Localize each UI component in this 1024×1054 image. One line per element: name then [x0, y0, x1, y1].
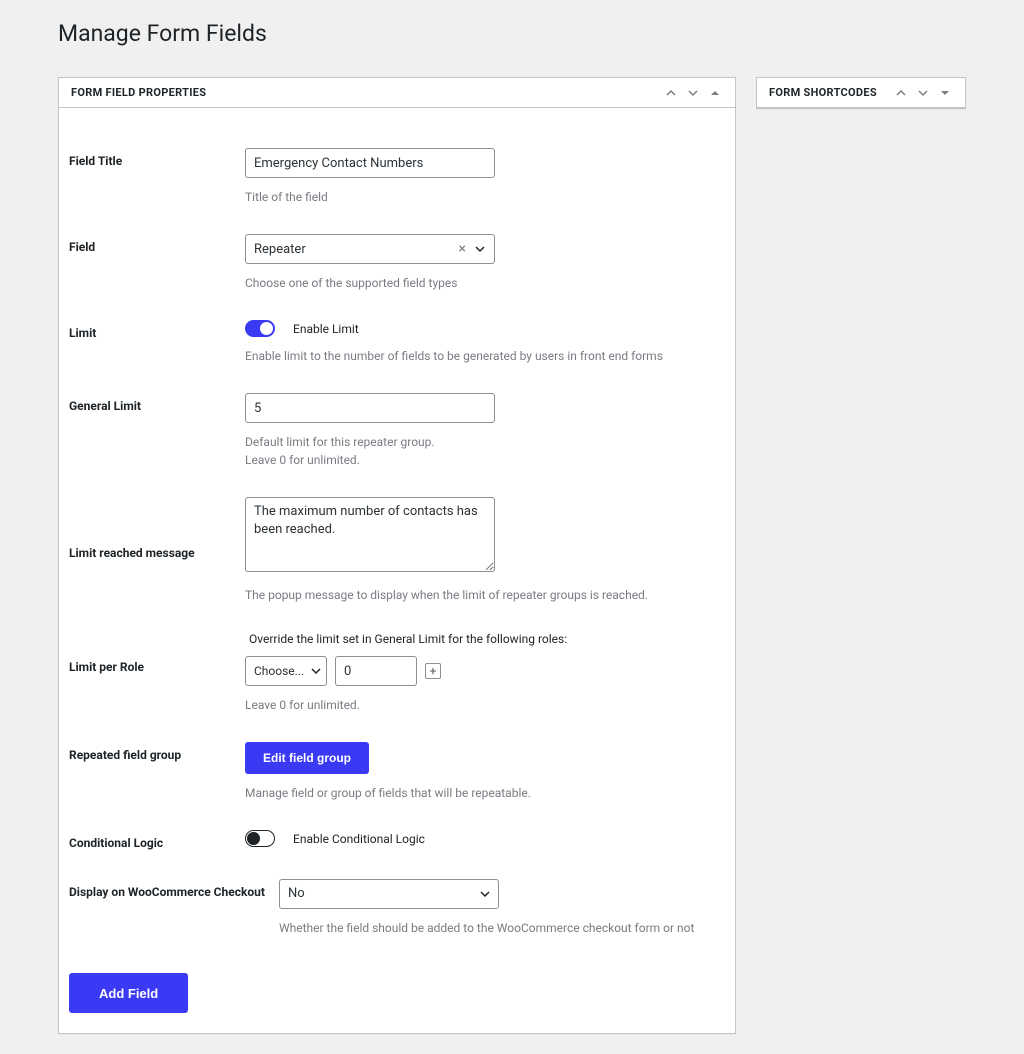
conditional-logic-toggle[interactable]	[245, 830, 275, 847]
enable-limit-toggle[interactable]	[245, 320, 275, 337]
panel-header: FORM FIELD PROPERTIES	[59, 78, 735, 108]
override-roles-label: Override the limit set in General Limit …	[249, 632, 725, 646]
shortcodes-panel-header: FORM SHORTCODES	[757, 78, 965, 108]
field-type-value: Repeater	[254, 242, 451, 257]
limit-label: Limit	[69, 326, 96, 340]
field-title-label: Field Title	[69, 154, 122, 168]
general-limit-helper: Default limit for this repeater group. L…	[245, 433, 725, 469]
field-type-helper: Choose one of the supported field types	[245, 274, 725, 292]
form-shortcodes-panel: FORM SHORTCODES	[756, 77, 966, 109]
repeated-group-helper: Manage field or group of fields that wil…	[245, 784, 725, 802]
expand-icon[interactable]	[937, 85, 953, 101]
move-down-icon[interactable]	[685, 85, 701, 101]
woo-display-helper: Whether the field should be added to the…	[279, 919, 725, 937]
add-field-button[interactable]: Add Field	[69, 973, 188, 1013]
page-title: Manage Form Fields	[58, 20, 966, 47]
general-limit-input[interactable]	[245, 393, 495, 423]
enable-limit-label: Enable Limit	[293, 322, 359, 336]
field-type-select[interactable]: Repeater ×	[245, 234, 495, 264]
role-select[interactable]: Choose...	[245, 656, 327, 686]
edit-field-group-button[interactable]: Edit field group	[245, 742, 369, 774]
conditional-logic-label: Conditional Logic	[69, 836, 163, 850]
add-role-button[interactable]: +	[425, 663, 441, 679]
role-helper: Leave 0 for unlimited.	[245, 696, 725, 714]
limit-per-role-label: Limit per Role	[69, 660, 144, 674]
move-up-icon[interactable]	[663, 85, 679, 101]
shortcodes-panel-controls	[893, 85, 953, 101]
field-type-label: Field	[69, 240, 95, 254]
woo-display-select[interactable]: No	[279, 879, 499, 909]
form-field-properties-panel: FORM FIELD PROPERTIES Field Title	[58, 77, 736, 1034]
chevron-down-icon	[474, 243, 486, 255]
limit-message-textarea[interactable]: The maximum number of contacts has been …	[245, 497, 495, 572]
general-limit-label: General Limit	[69, 399, 141, 413]
limit-message-helper: The popup message to display when the li…	[245, 586, 725, 604]
limit-message-label: Limit reached message	[69, 546, 195, 560]
move-up-icon[interactable]	[893, 85, 909, 101]
panel-controls	[663, 85, 723, 101]
move-down-icon[interactable]	[915, 85, 931, 101]
limit-helper: Enable limit to the number of fields to …	[245, 347, 725, 365]
conditional-logic-toggle-label: Enable Conditional Logic	[293, 832, 425, 846]
repeated-group-label: Repeated field group	[69, 748, 181, 762]
collapse-icon[interactable]	[707, 85, 723, 101]
field-title-helper: Title of the field	[245, 188, 725, 206]
clear-icon[interactable]: ×	[451, 241, 474, 257]
panel-title: FORM FIELD PROPERTIES	[71, 86, 206, 99]
woo-display-label: Display on WooCommerce Checkout	[69, 885, 265, 899]
field-title-input[interactable]	[245, 148, 495, 178]
shortcodes-panel-title: FORM SHORTCODES	[769, 86, 877, 99]
role-limit-input[interactable]	[335, 656, 417, 686]
